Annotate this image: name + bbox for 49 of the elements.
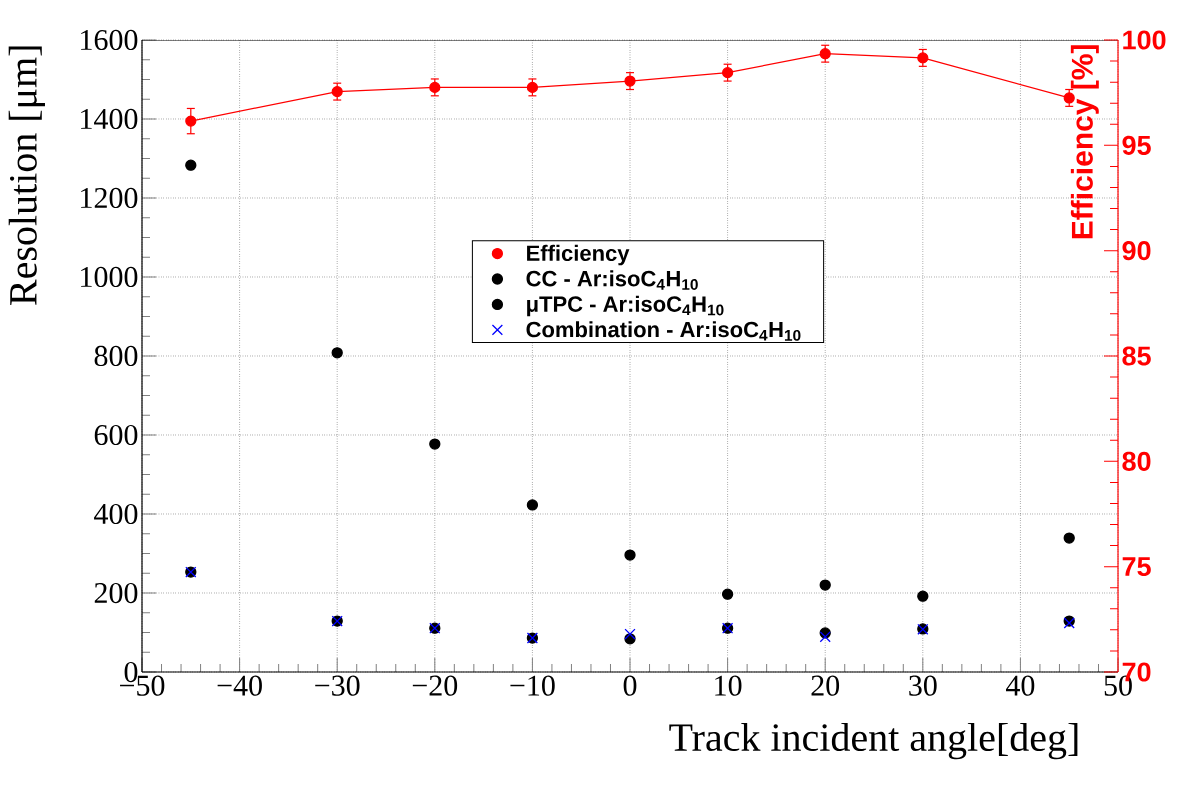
y2-tick-label: 90	[1122, 241, 1151, 261]
x-tick-label: −10	[510, 675, 555, 696]
point	[721, 588, 734, 600]
x-axis-title: Track incident angle[deg]	[669, 722, 1078, 760]
x-tick-label: 20	[811, 675, 840, 696]
point	[819, 579, 831, 591]
y2-tick-label: 85	[1122, 346, 1151, 366]
legend-label: Efficiency	[527, 244, 630, 266]
y-tick-label: 200	[94, 582, 138, 604]
point	[185, 115, 197, 127]
point	[624, 75, 636, 87]
point	[331, 347, 343, 359]
point	[331, 86, 343, 98]
y2-tick-label: 75	[1122, 557, 1151, 577]
point	[722, 67, 734, 79]
point	[917, 590, 929, 602]
point	[526, 81, 539, 93]
x-tick-label: −20	[412, 675, 458, 696]
point	[526, 499, 539, 511]
point	[819, 48, 831, 60]
y-tick-label: 600	[94, 424, 138, 446]
x-tick-label: 30	[909, 675, 937, 696]
x-tick-label: 10	[715, 675, 742, 696]
y-tick-label: 400	[94, 503, 138, 525]
point	[429, 81, 441, 93]
x-tick-label: −40	[217, 675, 262, 696]
legend-label: CC - Ar:isoC$_{4}$H$_{10}$	[526, 270, 698, 290]
point	[624, 549, 636, 561]
point	[624, 628, 636, 640]
y2-tick-label: 95	[1122, 135, 1151, 155]
y-tick-label: 1200	[81, 187, 138, 209]
point	[1063, 532, 1075, 544]
x-tick-label: 0	[623, 675, 637, 696]
y2-axis-title: Efficiency [%]	[1070, 45, 1099, 239]
y2-tick-label: 80	[1122, 451, 1151, 471]
legend-label: Combination - Ar:isoC$_{4}$H$_{10}$	[526, 321, 801, 341]
y-tick-label: 1400	[81, 108, 138, 130]
x-tick-label: 40	[1005, 675, 1035, 696]
y2-tick-label: 100	[1123, 30, 1166, 50]
y-axis-title: Resolution [μm]	[8, 46, 45, 305]
y-tick-label: 1600	[81, 29, 138, 51]
x-tick-label: −30	[315, 675, 360, 696]
y-tick-label: 1000	[81, 266, 138, 288]
point	[185, 159, 197, 171]
point	[429, 438, 441, 450]
y-tick-label: 800	[94, 345, 138, 367]
legend-label: μTPC - Ar:isoC$_{4}$H$_{10}$	[527, 295, 724, 317]
point	[819, 631, 831, 643]
point	[917, 52, 929, 64]
